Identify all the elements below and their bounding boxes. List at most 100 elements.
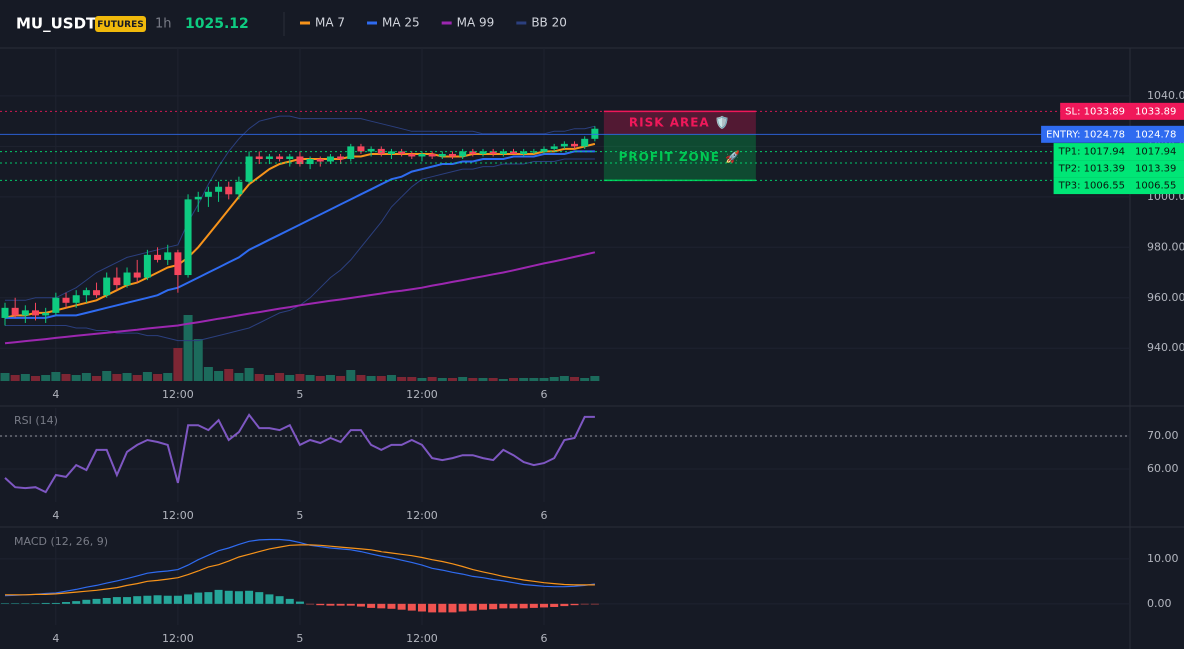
volume-bar	[264, 375, 274, 381]
y-tick-label: 60.00	[1147, 462, 1179, 475]
histogram-bar	[560, 603, 569, 607]
volume-bar	[315, 376, 325, 381]
histogram-bar	[112, 597, 121, 604]
x-tick-label: 5	[296, 509, 303, 522]
level-price-bg	[1130, 160, 1184, 178]
candle-body	[21, 310, 29, 316]
interval[interactable]: 1h	[155, 17, 172, 32]
candle-body	[143, 254, 151, 278]
histogram-bar	[41, 602, 50, 604]
candle-body	[174, 252, 182, 276]
legend-label[interactable]: MA 25	[382, 16, 420, 30]
histogram-bar	[92, 598, 101, 604]
histogram-bar	[468, 603, 477, 611]
candle-body	[123, 272, 131, 286]
candle-body	[184, 199, 192, 276]
y-tick-label: 940.00	[1147, 341, 1184, 354]
volume-bar	[519, 378, 529, 381]
histogram-bar	[21, 603, 30, 604]
x-tick-label: 6	[541, 632, 548, 645]
histogram-bar	[316, 603, 325, 606]
volume-bar	[234, 373, 244, 381]
volume-bar	[447, 378, 457, 381]
volume-bar	[112, 374, 122, 381]
histogram-bar	[550, 603, 559, 607]
histogram-bar	[255, 592, 264, 604]
volume-bar	[244, 368, 254, 381]
candle-body	[550, 146, 558, 149]
candle-body	[194, 196, 202, 200]
histogram-bar	[194, 592, 203, 604]
candle-body	[459, 151, 467, 157]
symbol[interactable]: MU_USDT	[16, 15, 97, 33]
histogram-bar	[519, 603, 528, 609]
volume-bar	[142, 372, 152, 381]
level-price-bg	[1130, 125, 1184, 143]
histogram-bar	[285, 598, 294, 604]
volume-bar	[305, 375, 315, 381]
volume-bar	[325, 375, 335, 381]
x-tick-label: 6	[541, 388, 548, 401]
histogram-bar	[102, 597, 111, 604]
volume-bar	[478, 378, 488, 381]
candle-body	[204, 191, 212, 197]
y-tick-label: 0.00	[1147, 597, 1172, 610]
candle-body	[225, 186, 233, 195]
zone	[603, 134, 756, 181]
candle-body	[591, 128, 599, 139]
volume-bar	[397, 377, 407, 381]
histogram-bar	[529, 603, 538, 608]
candle-body	[479, 151, 487, 154]
x-tick-label: 5	[296, 388, 303, 401]
candle-body	[337, 156, 345, 159]
x-tick-label: 6	[541, 509, 548, 522]
candle-body	[32, 310, 40, 316]
volume-bar	[366, 376, 376, 381]
level-label: TP2: 1013.39	[1058, 164, 1125, 175]
candle-body	[560, 143, 568, 147]
volume-bar	[193, 339, 203, 381]
histogram-bar	[62, 602, 71, 604]
legend-label[interactable]: BB 20	[531, 16, 567, 30]
candle-body	[245, 156, 253, 182]
last-price: 1025.12	[185, 16, 249, 32]
zone-label: PROFIT ZONE 🚀	[619, 150, 742, 164]
candle-body	[530, 151, 538, 153]
volume-bar	[10, 375, 20, 381]
candle-body	[154, 254, 162, 260]
histogram-bar	[428, 603, 437, 613]
panel-title: RSI (14)	[14, 414, 58, 427]
volume-bar	[570, 377, 580, 381]
candle-body	[103, 277, 111, 296]
histogram-bar	[387, 603, 396, 609]
histogram-bar	[570, 603, 579, 606]
volume-bar	[203, 367, 213, 381]
candle-body	[571, 143, 579, 147]
volume-bar	[458, 377, 468, 381]
candle-body	[306, 159, 314, 165]
histogram-bar	[356, 603, 365, 607]
candle-body	[235, 181, 243, 195]
candle-body	[286, 156, 294, 159]
candle-body	[296, 156, 304, 165]
level-price: 1013.39	[1135, 164, 1176, 175]
candle-body	[499, 151, 507, 154]
legend-label[interactable]: MA 99	[457, 16, 495, 30]
histogram-bar	[82, 599, 91, 604]
candle-body	[215, 186, 223, 192]
candle-body	[510, 151, 517, 154]
histogram-bar	[123, 597, 132, 604]
y-tick-label: 960.00	[1147, 291, 1184, 304]
histogram-bar	[173, 595, 182, 604]
candle-body	[540, 148, 548, 152]
histogram-bar	[377, 603, 386, 609]
volume-bar	[61, 374, 71, 381]
candle-body	[93, 290, 101, 296]
level-label-bg	[1053, 177, 1130, 195]
candle-body	[367, 148, 375, 152]
legend-label[interactable]: MA 7	[315, 16, 345, 30]
volume-bar	[580, 378, 590, 381]
candle-body	[316, 159, 324, 162]
histogram-bar	[306, 603, 315, 605]
